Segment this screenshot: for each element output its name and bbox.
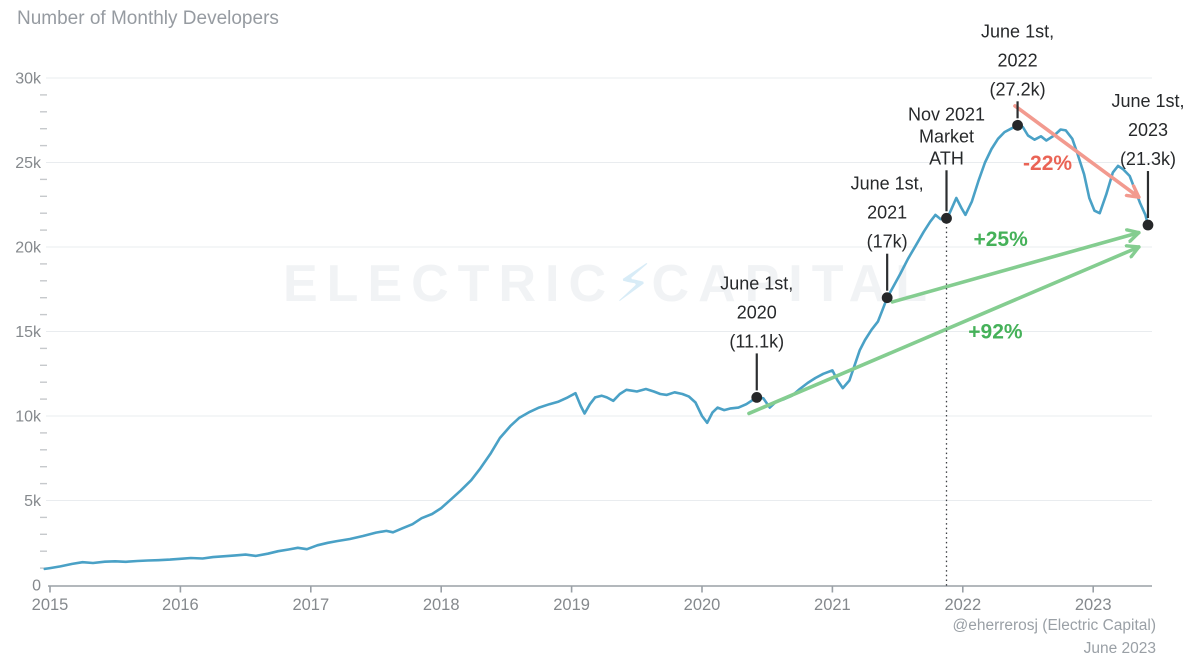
annotation-label-nov-2021-ath: ATH (929, 148, 964, 168)
x-tick-label-2019: 2019 (553, 596, 590, 614)
x-tick-label-2020: 2020 (684, 596, 721, 614)
data-point-june-2021 (881, 292, 893, 304)
x-tick-label-2021: 2021 (814, 596, 851, 614)
data-point-june-2022 (1012, 119, 1023, 131)
x-tick-label-2015: 2015 (32, 596, 69, 614)
y-tick-label-5k: 5k (24, 493, 42, 510)
y-tick-label-20k: 20k (15, 240, 42, 257)
annotation-label-nov-2021-ath: Market (919, 126, 974, 146)
annotation-label-june-2023: 2023 (1128, 120, 1168, 140)
y-tick-label-0: 0 (32, 578, 41, 595)
arrow-label-decline-22: -22% (1023, 152, 1072, 175)
annotation-label-june-2021: (17k) (867, 232, 908, 252)
annotation-label-june-2020: (11.1k) (729, 331, 784, 351)
annotation-label-nov-2021-ath: Nov 2021 (908, 104, 985, 124)
annotation-label-june-2023: June 1st, (1111, 91, 1184, 111)
date-line: June 2023 (1083, 640, 1156, 657)
watermark: ELECTRIC⚡CAPITAL (283, 254, 936, 314)
arrow-decline-22 (1013, 104, 1141, 199)
chart-footer: @eherrerosj (Electric Capital) June 2023 (952, 614, 1156, 660)
x-tick-label-2017: 2017 (292, 596, 329, 614)
watermark-electric: ELECTRIC (283, 255, 615, 313)
arrow-gain-25 (890, 233, 1141, 304)
arrow-gain-92 (747, 247, 1141, 416)
x-tick-label-2018: 2018 (423, 596, 460, 614)
watermark-capital: CAPITAL (651, 255, 936, 313)
y-tick-label-10k: 10k (15, 409, 42, 426)
credit-line: @eherrerosj (Electric Capital) (952, 617, 1156, 634)
annotation-label-june-2022: 2022 (998, 50, 1038, 70)
lightning-bolt-icon: ⚡ (615, 255, 652, 313)
annotation-label-june-2020: 2020 (737, 302, 777, 322)
arrow-label-gain-92: +92% (968, 320, 1023, 343)
annotation-label-june-2020: June 1st, (720, 273, 793, 293)
annotation-label-june-2022: (27.2k) (990, 79, 1046, 99)
x-tick-label-2016: 2016 (162, 596, 199, 614)
annotation-label-june-2021: June 1st, (851, 174, 924, 194)
y-tick-label-15k: 15k (15, 324, 42, 341)
y-tick-label-30k: 30k (15, 71, 42, 88)
data-point-june-2020 (751, 392, 763, 403)
y-tick-label-25k: 25k (15, 155, 42, 172)
chart-title: Number of Monthly Developers (17, 8, 279, 29)
data-point-nov-2021-ath (941, 212, 952, 224)
annotation-label-june-2022: June 1st, (981, 21, 1054, 41)
data-point-june-2023 (1142, 219, 1154, 231)
arrow-label-gain-25: +25% (973, 228, 1028, 251)
developers-trend-line (43, 124, 1150, 571)
x-tick-label-2022: 2022 (944, 596, 981, 614)
annotation-label-june-2021: 2021 (867, 203, 907, 223)
x-tick-label-2023: 2023 (1075, 596, 1112, 614)
annotation-label-june-2023: (21.3k) (1120, 149, 1176, 169)
